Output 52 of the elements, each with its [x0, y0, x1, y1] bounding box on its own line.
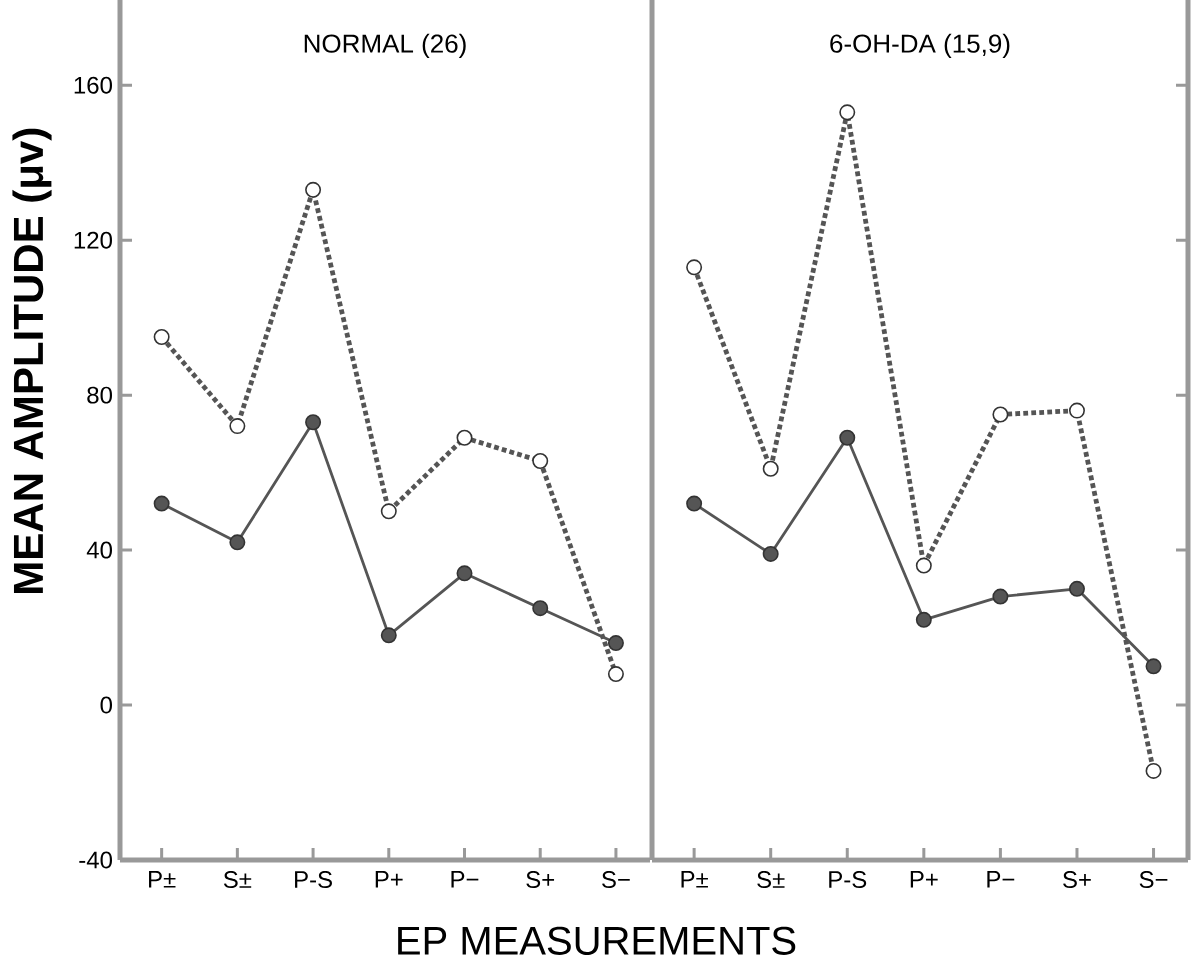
point	[607, 635, 624, 652]
x-tick-label: S+	[1063, 871, 1091, 889]
x-tick-label: S±	[757, 871, 785, 889]
point	[915, 557, 932, 574]
x-axis-title: EP MEASUREMENTS	[398, 926, 796, 955]
point	[1068, 402, 1085, 419]
x-tick-label: S−	[602, 871, 630, 889]
point	[686, 495, 703, 512]
point	[229, 534, 246, 551]
point	[992, 588, 1009, 605]
point	[762, 545, 779, 562]
x-tick-label: P−	[987, 871, 1015, 888]
point	[305, 414, 322, 431]
point	[1145, 658, 1162, 675]
x-tick-label: S+	[526, 871, 555, 889]
point	[915, 611, 932, 628]
y-tick-label: 0	[100, 696, 113, 714]
x-tick-label: P+	[910, 871, 938, 888]
y-tick-label: -40	[79, 851, 113, 869]
point	[607, 666, 624, 683]
point	[380, 627, 397, 644]
point	[992, 406, 1009, 423]
y-tick-label: 160	[74, 76, 112, 94]
point	[305, 181, 322, 198]
point	[1145, 762, 1162, 779]
point	[456, 429, 473, 446]
y-tick-label: 80	[87, 386, 113, 404]
point	[229, 418, 246, 435]
x-tick-label: P−	[451, 871, 479, 888]
point	[762, 460, 779, 477]
x-tick-label: P+	[375, 871, 403, 888]
point	[456, 565, 473, 582]
point	[532, 600, 549, 617]
x-tick-label: P-S	[829, 871, 867, 889]
y-axis-title: MEAN AMPLITUDE (μv)	[12, 128, 52, 593]
x-tick-label: P±	[149, 871, 176, 888]
point	[153, 329, 170, 346]
text: NORMAL (26)	[304, 33, 466, 58]
x-tick-label: P±	[681, 871, 708, 888]
point	[532, 452, 549, 469]
x-tick-label: P-S	[295, 871, 332, 889]
x-tick-label: S−	[1139, 871, 1168, 889]
point	[839, 429, 856, 446]
point	[686, 259, 703, 276]
y-tick-label: 120	[74, 231, 112, 249]
point	[380, 503, 397, 520]
point	[839, 104, 856, 121]
text: 6-OH-DA (15,9)	[830, 33, 1010, 58]
point	[153, 495, 170, 512]
point	[1068, 580, 1085, 597]
x-tick-label: S±	[223, 871, 252, 889]
y-tick-label: 40	[86, 541, 113, 559]
